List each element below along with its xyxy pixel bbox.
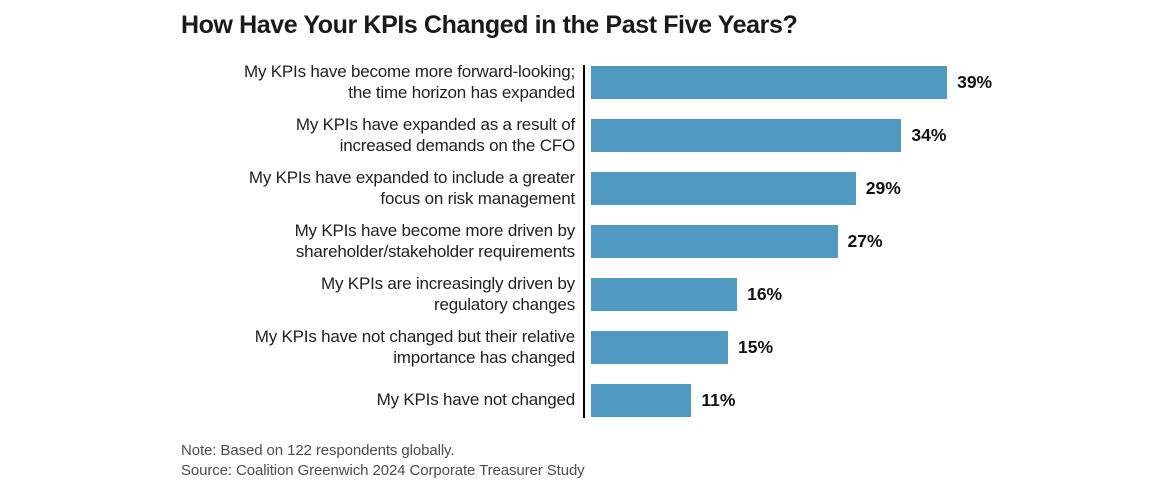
bar: [591, 225, 838, 258]
category-label: My KPIs have not changed: [376, 390, 576, 410]
chart-row: My KPIs have not changed 11%: [181, 374, 1161, 427]
value-label: 27%: [847, 231, 883, 251]
category-label: My KPIs are increasingly driven by regul…: [321, 273, 575, 314]
chart-rows: My KPIs have become more forward-looking…: [181, 56, 1161, 427]
chart-row: My KPIs have become more driven by share…: [181, 215, 1161, 268]
category-label: My KPIs have not changed but their relat…: [254, 326, 575, 367]
value-label: 15%: [738, 337, 774, 357]
value-label: 39%: [957, 72, 993, 92]
category-label: My KPIs have become more driven by share…: [294, 220, 576, 261]
chart-row: My KPIs are increasingly driven by regul…: [181, 268, 1161, 321]
bar-chart: My KPIs have become more forward-looking…: [181, 56, 1161, 427]
value-label: 34%: [911, 125, 947, 145]
bar: [591, 278, 738, 311]
chart-row: My KPIs have become more forward-looking…: [181, 56, 1161, 109]
category-label: My KPIs have become more forward-looking…: [244, 61, 575, 102]
footnotes: Note: Based on 122 respondents globally.…: [181, 441, 585, 481]
category-label: My KPIs have expanded as a result of inc…: [295, 114, 575, 155]
bar: [591, 119, 902, 152]
value-label: 29%: [865, 178, 901, 198]
value-label: 11%: [701, 390, 736, 410]
chart-row: My KPIs have expanded as a result of inc…: [181, 109, 1161, 162]
category-label: My KPIs have expanded to include a great…: [248, 167, 575, 208]
value-label: 16%: [747, 284, 783, 304]
bar: [591, 172, 856, 205]
chart-row: My KPIs have not changed but their relat…: [181, 321, 1161, 374]
bar: [591, 384, 692, 417]
note-text: Note: Based on 122 respondents globally.: [181, 442, 455, 459]
chart-title: How Have Your KPIs Changed in the Past F…: [181, 11, 798, 39]
chart-row: My KPIs have expanded to include a great…: [181, 162, 1161, 215]
bar: [591, 331, 728, 364]
y-axis-line: [583, 65, 585, 418]
source-text: Source: Coalition Greenwich 2024 Corpora…: [181, 462, 585, 479]
bar: [591, 66, 948, 99]
